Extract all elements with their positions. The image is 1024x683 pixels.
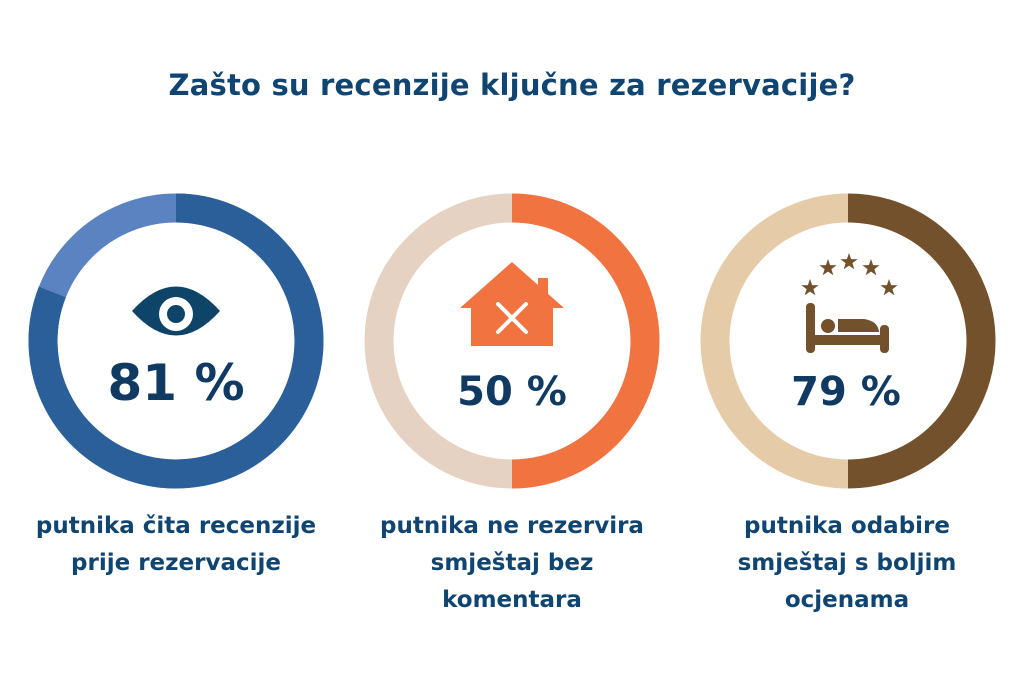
page-title: Zašto su recenzije ključne za rezervacij… [168,68,856,102]
donut-1: 81 % [28,193,324,489]
bed-stars-icon [801,253,898,353]
eye-icon [132,286,220,336]
donut-2-value: 50 % [457,369,567,415]
donut-1-fill [28,193,324,489]
donut-3-fill [847,193,996,489]
donut-1-value: 81 % [107,354,244,412]
donut-2: 50 % [364,193,660,489]
donut-2-caption: putnika ne rezervira smještaj bez koment… [380,513,644,613]
house-x-icon [460,262,564,346]
donut-2-fill [511,193,660,489]
donut-1-caption: putnika čita recenzije prije rezervacije [35,513,317,576]
donut-3: 79 % [700,193,996,489]
star-icon [862,259,880,276]
donut-3-value: 79 % [791,369,901,415]
star-icon [840,253,858,270]
star-icon [880,279,898,296]
star-icon [819,259,837,276]
star-icon [801,279,819,296]
donut-3-caption: putnika odabire smještaj s boljim ocjena… [737,513,957,613]
